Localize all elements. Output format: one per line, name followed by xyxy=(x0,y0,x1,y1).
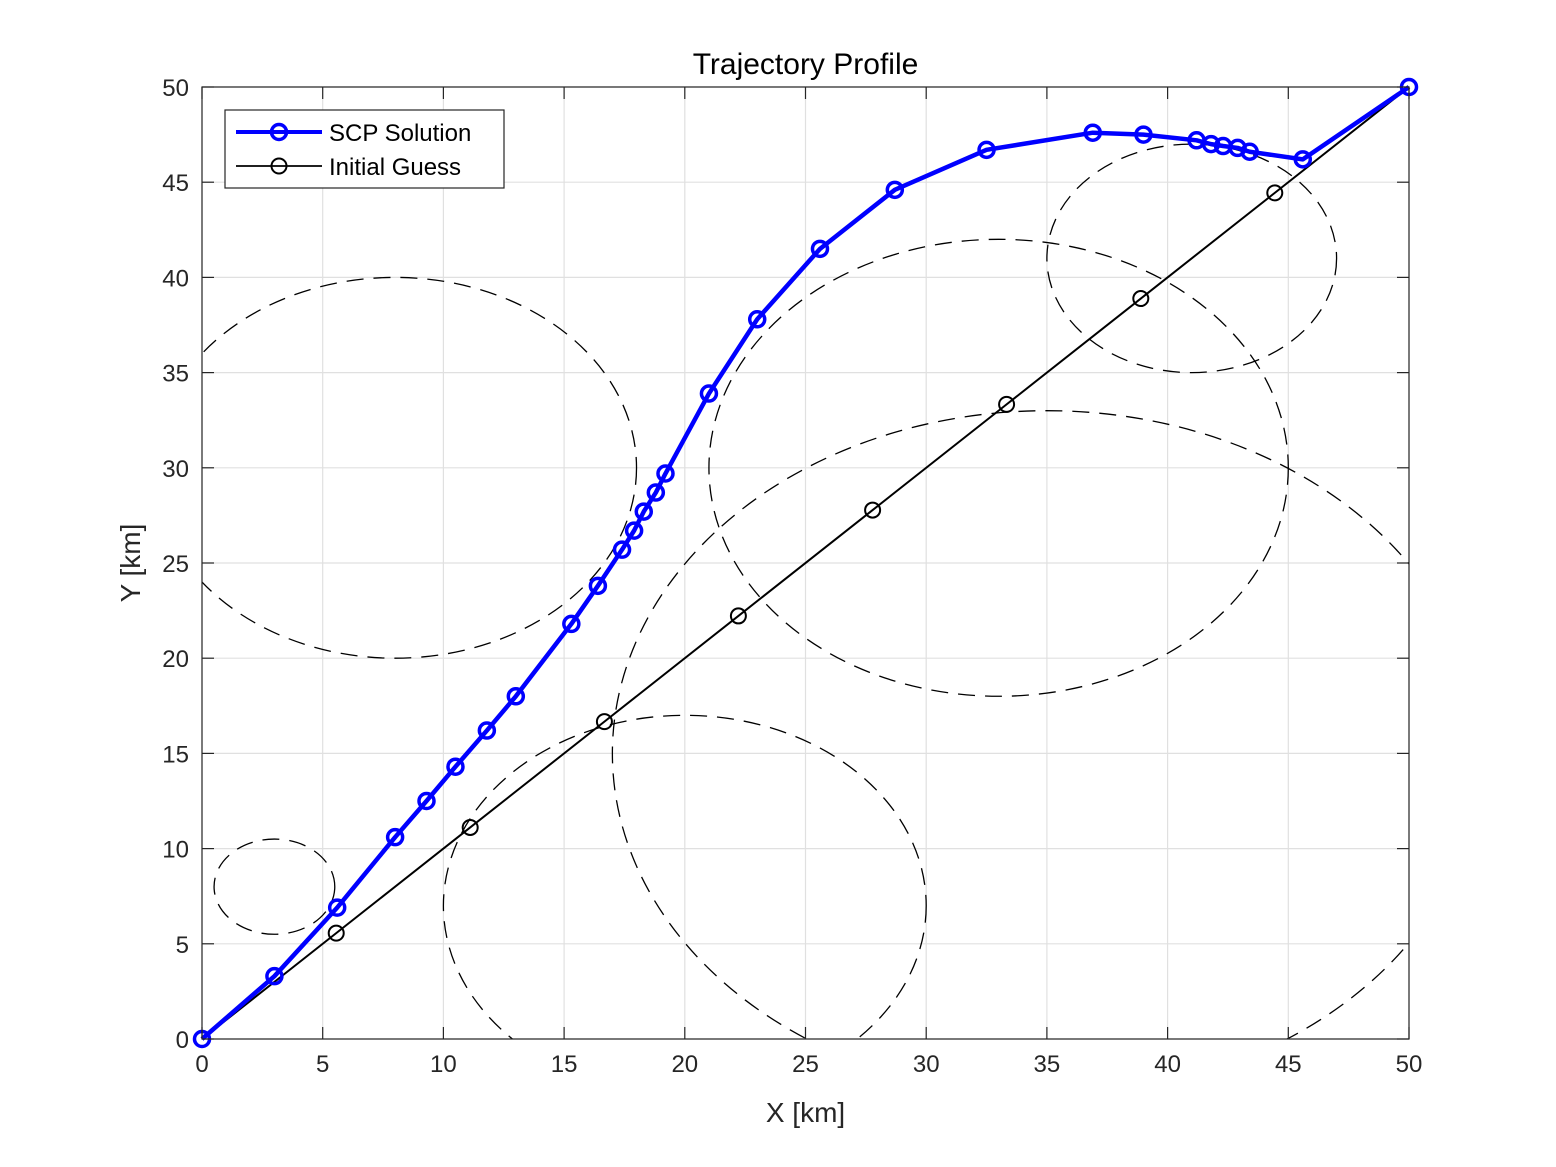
initial-guess-point xyxy=(595,713,613,731)
initial-guess-point xyxy=(461,818,479,836)
x-tick-label: 50 xyxy=(1396,1051,1423,1078)
obstacle-circle xyxy=(1046,143,1338,374)
initial-guess-point xyxy=(729,607,747,625)
scp-solution-point xyxy=(1293,150,1313,169)
scp-solution-point xyxy=(810,239,830,259)
initial-guess-point xyxy=(998,395,1016,413)
x-tick-label: 25 xyxy=(792,1051,819,1078)
y-tick-label: 50 xyxy=(162,75,189,102)
scp-solution-point xyxy=(1134,125,1153,144)
y-axis-label: Y [km] xyxy=(115,524,146,603)
scp-solution-point xyxy=(885,180,905,200)
scp-solution-point xyxy=(646,483,666,502)
y-tick-label: 45 xyxy=(162,170,189,197)
scp-solution-point xyxy=(612,540,632,559)
y-tick-label: 40 xyxy=(162,265,189,292)
x-tick-label: 5 xyxy=(316,1051,329,1078)
scp-solution-point xyxy=(477,721,497,740)
scp-solution-point xyxy=(265,966,284,986)
scp-solution-point xyxy=(588,576,608,596)
x-tick-label: 35 xyxy=(1034,1051,1061,1078)
scp-solution-point xyxy=(562,614,581,634)
y-tick-label: 30 xyxy=(162,456,189,483)
scp-solution-point xyxy=(699,384,719,403)
scp-solution-point xyxy=(977,140,996,160)
obstacle-circle xyxy=(611,410,1409,1039)
y-tick-label: 25 xyxy=(162,551,189,578)
y-tick-label: 0 xyxy=(176,1027,189,1054)
x-tick-label: 10 xyxy=(430,1051,457,1078)
legend-marker-initial xyxy=(270,157,288,175)
tick-labels: 0 5 10 15 20 25 30 35 40 45 50 0 5 10 15 20 25 30 35 40 45 50 xyxy=(162,75,1422,1078)
x-tick-label: 45 xyxy=(1275,1051,1302,1078)
x-tick-label: 15 xyxy=(551,1051,578,1078)
scp-solution-point xyxy=(624,521,644,540)
x-tick-label: 30 xyxy=(913,1051,940,1078)
x-tick-label: 0 xyxy=(195,1051,208,1078)
scp-solution-point xyxy=(327,898,347,917)
y-tick-label: 35 xyxy=(162,361,189,388)
scp-solution-point xyxy=(506,687,526,706)
y-tick-label: 20 xyxy=(162,646,189,673)
scp-solution-point xyxy=(1201,134,1221,154)
x-tick-label: 20 xyxy=(671,1051,698,1078)
y-tick-label: 10 xyxy=(162,837,189,864)
x-axis-label: X [km] xyxy=(766,1097,845,1128)
legend-label-scp: SCP Solution xyxy=(329,120,471,147)
scp-solution-point xyxy=(634,502,654,521)
initial-guess-point xyxy=(327,924,345,942)
obstacle-regions xyxy=(202,143,1409,1039)
scp-solution-point xyxy=(656,464,675,483)
y-tick-label: 15 xyxy=(162,741,189,768)
x-tick-label: 40 xyxy=(1154,1051,1181,1078)
legend: SCP Solution Initial Guess xyxy=(224,109,505,189)
scp-solution-point xyxy=(1240,142,1259,161)
tick-marks xyxy=(201,86,1410,1040)
legend-label-initial: Initial Guess xyxy=(329,154,461,181)
initial-guess-point xyxy=(1266,184,1284,202)
scp-solution-point xyxy=(417,791,436,811)
scp-solution-point xyxy=(1083,123,1103,142)
obstacle-circle xyxy=(202,276,638,659)
legend-box xyxy=(224,109,505,189)
chart-title: Trajectory Profile xyxy=(693,48,919,81)
initial-guess-point xyxy=(1132,290,1150,308)
initial-guess-point xyxy=(864,501,882,519)
obstacle-circle xyxy=(213,838,336,935)
legend-marker-scp xyxy=(269,122,289,142)
scp-solution-point xyxy=(747,310,767,329)
y-tick-label: 5 xyxy=(176,932,189,959)
scp-solution-point xyxy=(446,757,465,776)
scp-solution-point xyxy=(385,827,405,847)
obstacle-circle xyxy=(442,714,927,1039)
initial-guess-line xyxy=(201,86,1410,1040)
